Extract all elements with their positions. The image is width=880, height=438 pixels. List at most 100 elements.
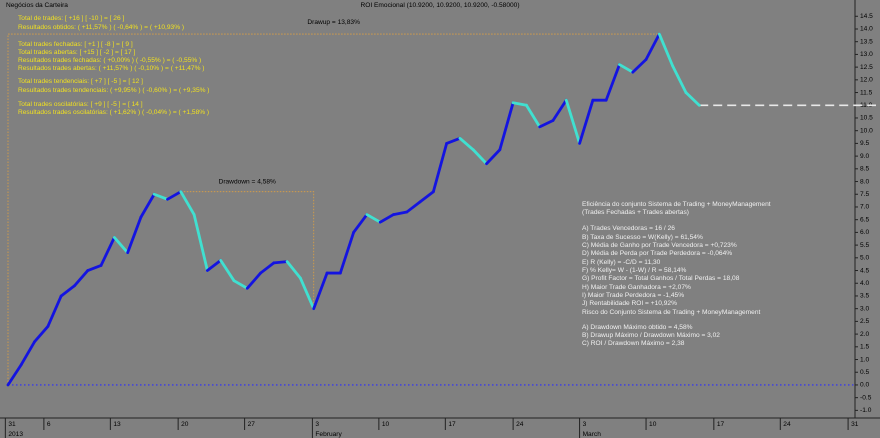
y-tick-label: 2.5 (860, 318, 869, 325)
y-tick-label: 12.0 (860, 77, 873, 84)
line-segment-up (166, 190, 183, 201)
x-tick-label: 20 (181, 421, 189, 428)
x-tick-label: 24 (783, 421, 791, 428)
line-segment-down (192, 213, 209, 272)
line-segment-up (126, 215, 143, 255)
line-segment-down (471, 148, 488, 166)
stats-line: B) Taxa de Sucesso = W(Kelly) = 61,54% (582, 234, 703, 241)
line-segment-up (631, 58, 648, 74)
y-tick-label: 4.0 (860, 280, 869, 287)
x-tick-label: 6 (47, 421, 51, 428)
line-segment-down (152, 192, 169, 201)
line-segment-up (6, 363, 23, 387)
line-segment-down (232, 279, 249, 290)
panel-line: Resultados trades tendenciais: ( +9,95% … (18, 87, 210, 94)
y-tick-label: 14.0 (860, 26, 873, 33)
y-tick-label: 1.5 (860, 344, 869, 351)
panel-heading: Negócios da Carteira (6, 2, 68, 9)
line-segment-up (551, 98, 568, 122)
stats-line: F) % Kelly= W - (1-W) / R = 58,14% (582, 267, 687, 274)
y-tick-label: -0.5 (860, 394, 872, 401)
y-tick-label: 2.0 (860, 331, 869, 338)
line-segment-down (299, 276, 316, 311)
panel-line: Resultados trades abertas: ( +11,57% ) (… (18, 65, 205, 72)
x-tick-label: 27 (248, 421, 256, 428)
stats-line: B) Drawup Máximo / Drawdown Máximo = 3,0… (582, 332, 720, 339)
panel-line: Resultados trades oscilatórias: ( +1,62%… (18, 109, 209, 116)
stats-line: (Trades Fechadas + Trades abertas) (582, 209, 689, 216)
line-segment-up (485, 148, 502, 166)
line-segment-up (498, 101, 515, 152)
y-tick-label: 0.0 (860, 382, 869, 389)
x-tick-label: 3 (315, 421, 319, 428)
line-segment-up (538, 119, 555, 129)
line-segment-down (671, 64, 688, 94)
line-segment-up (604, 63, 621, 102)
line-segment-up (259, 261, 276, 275)
drawdown-label: Drawdown = 4,58% (219, 178, 276, 185)
y-tick-label: 7.5 (860, 191, 869, 198)
y-tick-label: 8.0 (860, 178, 869, 185)
chart-title: ROI Emocional (10.9200, 10.9200, 10.9200… (360, 2, 519, 9)
stats-line: C) Média de Ganho por Trade Vencedora = … (582, 242, 737, 249)
stats-line: E) R (Kelly) = -C/D = 11,30 (582, 259, 661, 266)
y-tick-label: 12.5 (860, 64, 873, 71)
x-tick-label: 24 (516, 421, 524, 428)
x-period-label: March (583, 431, 602, 438)
y-tick-label: 8.5 (860, 166, 869, 173)
panel-line: Resultados obtidos: ( +11,57% ) ( -0,64%… (18, 24, 184, 31)
line-segment-down (458, 136, 475, 152)
line-segment-up (378, 213, 395, 224)
line-segment-up (418, 190, 435, 204)
x-tick-label: 31 (8, 421, 16, 428)
stats-line: A) Trades Vencedoras = 16 / 26 (582, 225, 675, 232)
stats-line: Eficiência do conjunto Sistema de Tradin… (582, 201, 771, 208)
line-segment-down (525, 103, 542, 129)
x-period-label: 2013 (8, 431, 23, 438)
x-tick-label: 17 (448, 421, 456, 428)
panel-line: Total trades tendenciais: [ +7 ] [ -5 ] … (18, 78, 143, 85)
line-segment-up (272, 260, 289, 265)
stats-line: A) Drawdown Máximo obtido = 4,58% (582, 324, 693, 331)
y-tick-label: 14.5 (860, 13, 873, 20)
line-segment-up (431, 142, 449, 194)
panel-line: Total de trades: [ +16 ] [ -10 ] = [ 26 … (18, 15, 124, 22)
line-segment-up (245, 271, 262, 290)
drawdown-guide (180, 191, 315, 309)
y-tick-label: 1.0 (860, 356, 869, 363)
line-segment-up (578, 98, 595, 145)
line-segment-up (46, 294, 63, 328)
x-period-label: February (315, 431, 342, 438)
line-segment-up (86, 264, 103, 272)
line-segment-up (392, 210, 409, 216)
stats-line: C) ROI / Drawdown Máximo = 2,38 (582, 340, 685, 347)
line-segment-down (179, 190, 196, 216)
line-segment-up (312, 271, 329, 311)
line-segment-down (684, 91, 701, 107)
y-tick-label: 11.5 (860, 89, 873, 96)
y-tick-label: 9.5 (860, 140, 869, 147)
y-tick-label: 7.0 (860, 204, 869, 211)
line-segment-down (564, 98, 581, 145)
line-segment-up (99, 236, 116, 267)
y-tick-label: 13.0 (860, 51, 873, 58)
y-tick-label: 9.0 (860, 153, 869, 160)
y-tick-label: 6.5 (860, 216, 869, 223)
x-tick-label: 10 (382, 421, 390, 428)
x-tick-label: 17 (717, 421, 725, 428)
stats-line: Risco do Conjunto Sistema de Trading + M… (582, 309, 760, 316)
y-tick-label: 6.0 (860, 229, 869, 236)
line-segment-down (219, 258, 236, 283)
line-segment-down (618, 63, 635, 74)
y-tick-label: 0.5 (860, 369, 869, 376)
line-segment-up (205, 258, 223, 272)
panel-line: Resultados trades fechadas: ( +0,00% ) (… (18, 57, 201, 64)
y-tick-label: 10.5 (860, 115, 873, 122)
x-tick-label: 13 (113, 421, 121, 428)
x-tick-label: 31 (851, 421, 859, 428)
y-tick-label: 11.0 (860, 102, 873, 109)
y-tick-label: 13.5 (860, 38, 873, 45)
stats-line: J) Rentabilidade ROI = +10,92% (582, 300, 677, 307)
x-tick-label: 10 (649, 421, 657, 428)
x-tick-label: 3 (583, 421, 587, 428)
